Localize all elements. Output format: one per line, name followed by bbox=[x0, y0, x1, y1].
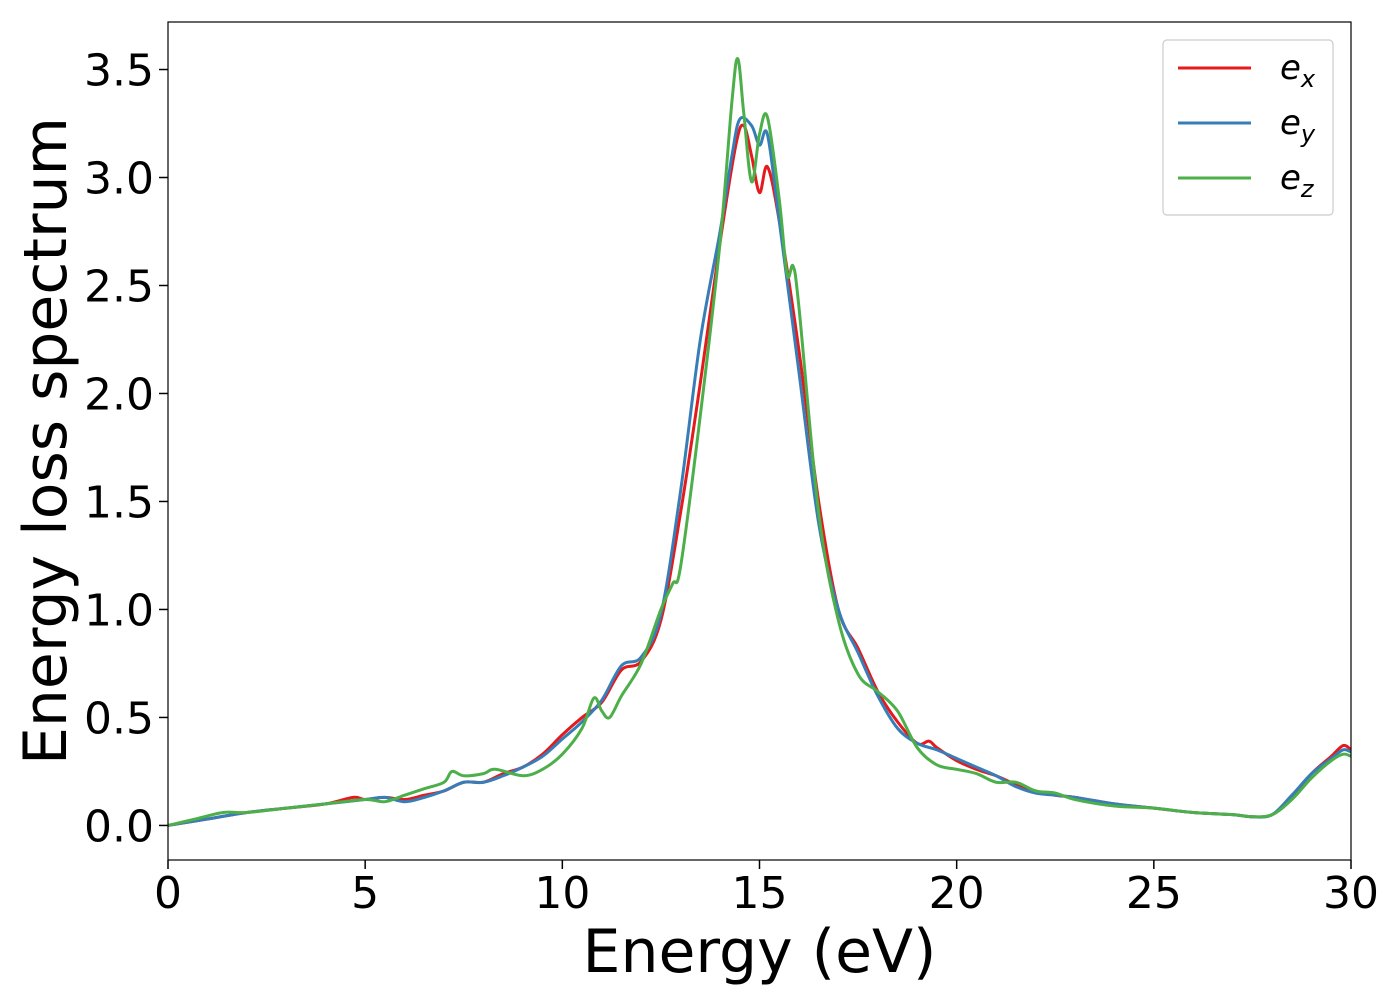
legend-box bbox=[1162, 39, 1334, 216]
y-tick-label: 2.5 bbox=[84, 261, 154, 312]
x-tick-label: 0 bbox=[154, 868, 182, 919]
x-tick-label: 20 bbox=[929, 868, 985, 919]
series-line-ex bbox=[167, 123, 1352, 827]
y-tick-label: 1.0 bbox=[84, 585, 154, 636]
y-axis: 0.0 0.5 1.0 1.5 2.0 2.5 3.0 3.5 bbox=[84, 46, 168, 852]
y-axis-title: Energy loss spectrum bbox=[11, 117, 81, 765]
x-axis-title: Energy (eV) bbox=[583, 917, 937, 987]
x-tick-label: 25 bbox=[1126, 868, 1182, 919]
y-tick-label: 0.0 bbox=[84, 801, 154, 852]
x-tick-label: 10 bbox=[534, 868, 590, 919]
series-line-ez bbox=[167, 57, 1352, 827]
series-line-ey bbox=[167, 116, 1352, 827]
series-layer bbox=[167, 57, 1352, 827]
x-tick-label: 5 bbox=[351, 868, 379, 919]
x-tick-label: 15 bbox=[732, 868, 788, 919]
y-tick-label: 3.0 bbox=[84, 154, 154, 205]
y-tick-label: 3.5 bbox=[84, 46, 154, 97]
y-tick-label: 2.0 bbox=[84, 369, 154, 420]
legend-label-ex: ex bbox=[1280, 48, 1316, 93]
x-tick-label: 30 bbox=[1323, 868, 1379, 919]
legend-label-ez: ez bbox=[1280, 158, 1315, 203]
legend: ex ey ez bbox=[1162, 39, 1334, 216]
x-axis: 0 5 10 15 20 25 30 bbox=[154, 860, 1379, 919]
legend-label-ey: ey bbox=[1280, 103, 1316, 148]
y-tick-label: 0.5 bbox=[84, 693, 154, 744]
y-tick-label: 1.5 bbox=[84, 477, 154, 528]
